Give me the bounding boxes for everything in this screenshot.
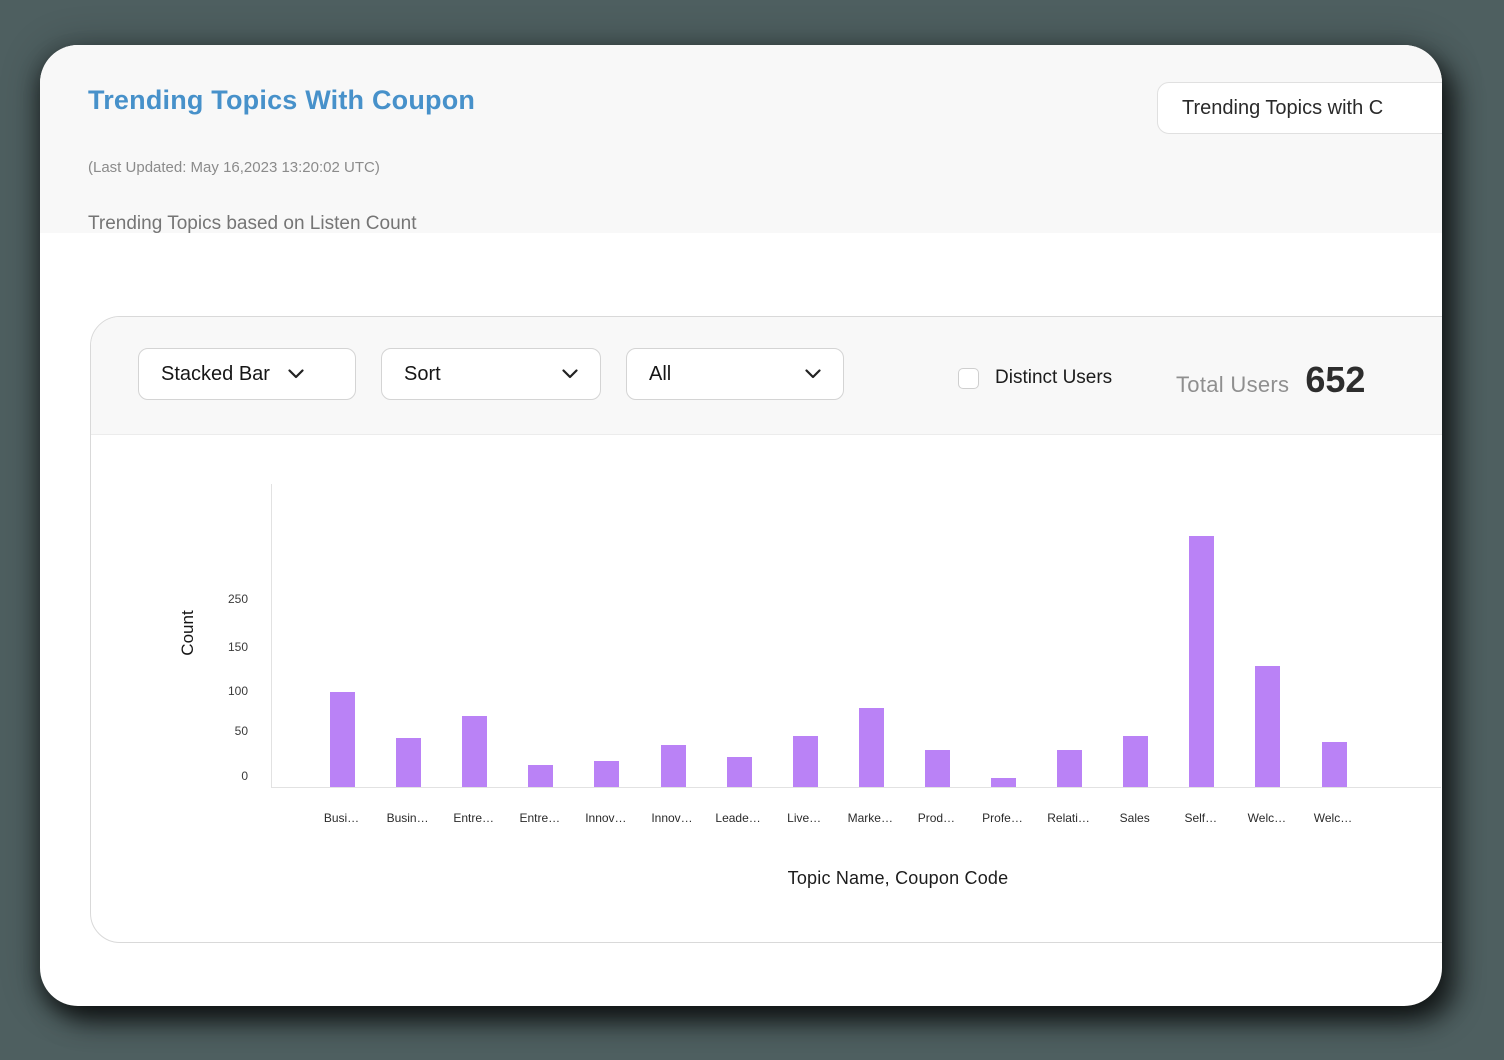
- sort-value: Sort: [404, 362, 441, 385]
- x-tick-label: Relati…: [1047, 811, 1090, 825]
- bar[interactable]: [330, 692, 355, 787]
- x-tick-label: Sales: [1119, 811, 1150, 825]
- bar[interactable]: [792, 736, 818, 787]
- page-subtitle: Trending Topics based on Listen Count: [88, 213, 417, 234]
- bar[interactable]: [991, 778, 1016, 787]
- bar[interactable]: [1255, 666, 1281, 787]
- page-title: Trending Topics With Coupon: [88, 85, 476, 115]
- x-tick-label: Welc…: [1247, 811, 1287, 825]
- card-header: Trending Topics With Coupon (Last Update…: [40, 45, 1442, 234]
- bar[interactable]: [660, 745, 686, 787]
- chart-type-value: Stacked Bar: [161, 362, 270, 385]
- x-tick-label: Innov…: [585, 811, 627, 825]
- dashboard-card: Trending Topics With Coupon (Last Update…: [40, 45, 1442, 1006]
- chevron-down-icon: [288, 369, 304, 379]
- y-tick-label: 0: [241, 769, 248, 783]
- y-tick-label: 250: [227, 592, 248, 606]
- bar[interactable]: [1057, 750, 1083, 787]
- x-tick-label: Marke…: [847, 811, 893, 825]
- x-tick-label: Welc…: [1313, 811, 1353, 825]
- x-tick-label: Busin…: [386, 811, 429, 825]
- total-users-value: 652: [1305, 359, 1366, 400]
- distinct-users-checkbox[interactable]: [958, 367, 979, 389]
- scope-value: All: [649, 362, 672, 385]
- y-axis-title: Count: [178, 610, 197, 656]
- bar[interactable]: [594, 761, 620, 787]
- x-tick-label: Innov…: [651, 811, 693, 825]
- report-selector-button[interactable]: Trending Topics with C: [1157, 82, 1442, 134]
- x-tick-label: Entre…: [453, 811, 495, 825]
- filter-band: Stacked Bar Sort All Distinct Users Tota…: [91, 317, 1442, 435]
- plot-area: [271, 484, 1441, 788]
- chart-type-dropdown[interactable]: Stacked Bar: [138, 348, 356, 400]
- chart-panel: Stacked Bar Sort All Distinct Users Tota…: [90, 316, 1442, 943]
- x-axis-title: Topic Name, Coupon Code: [787, 868, 1009, 888]
- total-users: Total Users 652: [1176, 359, 1365, 401]
- distinct-users-label: Distinct Users: [995, 367, 1113, 388]
- x-tick-label: Profe…: [982, 811, 1023, 825]
- x-tick-label: Prod…: [917, 811, 956, 825]
- distinct-users-control: Distinct Users: [958, 367, 1112, 389]
- x-tick-label: Live…: [787, 811, 822, 825]
- x-tick-label: Leade…: [715, 811, 761, 825]
- bar[interactable]: [924, 750, 950, 787]
- total-users-label: Total Users: [1176, 372, 1290, 397]
- chevron-down-icon: [562, 369, 578, 379]
- sort-dropdown[interactable]: Sort: [381, 348, 601, 400]
- y-tick-label: 100: [227, 684, 248, 698]
- bar[interactable]: [462, 716, 488, 787]
- x-tick-label: Entre…: [519, 811, 561, 825]
- bar[interactable]: [1123, 736, 1149, 787]
- bar[interactable]: [1189, 536, 1215, 787]
- chevron-down-icon: [805, 369, 821, 379]
- y-tick-label: 150: [227, 640, 248, 654]
- report-selector-label: Trending Topics with C: [1182, 96, 1384, 119]
- bar[interactable]: [528, 765, 554, 787]
- y-tick-label: 50: [234, 724, 248, 738]
- last-updated-text: (Last Updated: May 16,2023 13:20:02 UTC): [88, 159, 380, 176]
- scope-dropdown[interactable]: All: [626, 348, 844, 400]
- bar[interactable]: [396, 738, 422, 787]
- x-tick-label: Busi…: [323, 811, 360, 825]
- bar[interactable]: [858, 708, 884, 787]
- x-tick-label: Self…: [1184, 811, 1218, 825]
- bar[interactable]: [726, 757, 752, 787]
- bar[interactable]: [1321, 742, 1347, 787]
